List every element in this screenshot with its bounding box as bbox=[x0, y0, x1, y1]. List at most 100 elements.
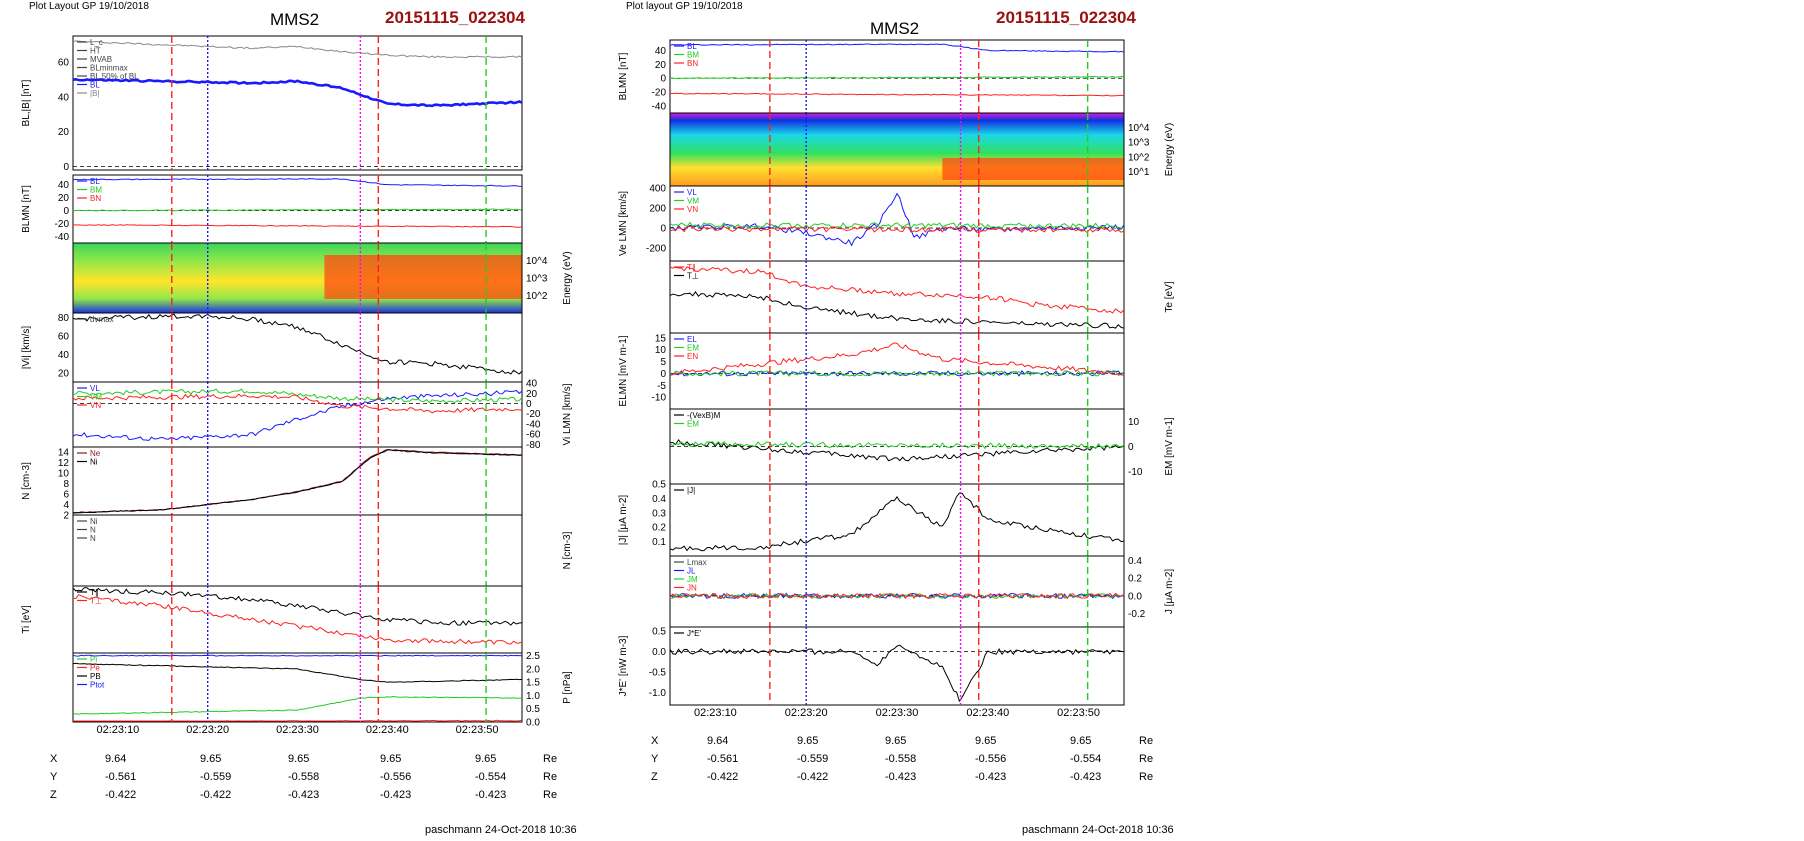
y-tick-label: 40 bbox=[655, 46, 667, 57]
y-tick-label: 15 bbox=[655, 333, 667, 344]
y-tick-label: 10^4 bbox=[526, 256, 548, 267]
y-axis-label: N [cm-3] bbox=[562, 531, 573, 569]
spacecraft-title-left: MMS2 bbox=[270, 10, 320, 29]
panel-em: 10 0 -10 EM [mV m-1] -(VexB)MEM bbox=[669, 408, 1175, 485]
y-tick-label: 0 bbox=[660, 224, 666, 235]
y-tick-label: 40 bbox=[526, 379, 538, 390]
legend-entry: EL bbox=[687, 335, 697, 344]
ephemeris-value: -0.561 bbox=[707, 753, 739, 765]
ephemeris-value: -0.423 bbox=[288, 789, 320, 801]
legend-entry: HT bbox=[90, 47, 101, 56]
legend-entry: VM bbox=[687, 197, 699, 206]
ephemeris-value: 9.65 bbox=[200, 753, 222, 765]
legend-entry: dvmax bbox=[90, 315, 114, 324]
y-tick-label: 10^1 bbox=[1128, 167, 1150, 178]
y-tick-label: 6 bbox=[63, 490, 69, 501]
legend-entry: MVAB bbox=[90, 55, 112, 64]
legend-entry: VN bbox=[90, 401, 101, 410]
legend-entry: PB bbox=[90, 672, 101, 681]
y-tick-label: 2.5 bbox=[526, 651, 540, 662]
legend-entry: JM bbox=[687, 575, 698, 584]
panel-frame bbox=[72, 446, 523, 516]
y-tick-label: 0 bbox=[660, 74, 666, 85]
x-tick-label: 02:23:40 bbox=[966, 707, 1009, 719]
legend-entry: N bbox=[90, 534, 96, 543]
footer-credit-right: paschmann 24-Oct-2018 10:36 bbox=[1022, 824, 1174, 836]
series-line-JN bbox=[669, 592, 1125, 600]
panel-frame bbox=[669, 483, 1125, 557]
ephemeris-value: 9.65 bbox=[885, 735, 907, 747]
series-line-Pi bbox=[72, 695, 523, 715]
panel-jdote: 0.5 0.0 -0.5 -1.0 J*E' [nW m-3] J*E' bbox=[618, 626, 1125, 706]
legend-entry: Lmax bbox=[687, 558, 707, 567]
series-line-BL bbox=[72, 178, 523, 187]
series-line-T∥ bbox=[72, 587, 523, 626]
series-line-|B| bbox=[72, 40, 523, 59]
y-tick-label: -0.5 bbox=[649, 668, 667, 679]
y-tick-label: 0.2 bbox=[652, 523, 666, 534]
ephemeris-unit: Re bbox=[1139, 753, 1154, 765]
y-axis-label: Ve LMN [km/s] bbox=[618, 191, 629, 256]
x-tick-label: 02:23:10 bbox=[96, 724, 139, 736]
legend-entry: |B| bbox=[90, 89, 100, 98]
legend-entry: BN bbox=[687, 59, 698, 68]
ephemeris-value: 9.64 bbox=[707, 735, 729, 747]
y-tick-label: -80 bbox=[526, 440, 541, 451]
y-tick-label: 0.0 bbox=[526, 718, 540, 729]
y-tick-label: -0.2 bbox=[1128, 609, 1146, 620]
x-tick-label: 02:23:30 bbox=[876, 707, 919, 719]
y-tick-label: 10^2 bbox=[1128, 152, 1150, 163]
legend-entry: BL 50% of BL bbox=[90, 72, 139, 81]
y-tick-label: 8 bbox=[63, 479, 69, 490]
y-axis-label: Vi LMN [km/s] bbox=[562, 383, 573, 445]
y-axis-label: BL,|B| [nT] bbox=[21, 79, 32, 126]
y-tick-label: -40 bbox=[652, 102, 667, 113]
y-tick-label: 10 bbox=[655, 345, 667, 356]
series-line-BL bbox=[72, 77, 523, 108]
y-tick-label: 0.3 bbox=[652, 508, 666, 519]
y-tick-label: 10^3 bbox=[1128, 138, 1150, 149]
y-tick-label: -10 bbox=[1128, 467, 1143, 478]
y-tick-label: 10^2 bbox=[526, 291, 548, 302]
series-line-BM bbox=[72, 208, 523, 212]
y-axis-label: P [nPa] bbox=[562, 671, 573, 704]
y-tick-label: 0.0 bbox=[652, 647, 666, 658]
y-axis-label: Ti [eV] bbox=[21, 605, 32, 634]
series-line-Pe bbox=[73, 719, 523, 722]
y-tick-label: 0 bbox=[63, 162, 69, 173]
x-tick-label: 02:23:20 bbox=[785, 707, 828, 719]
y-tick-label: 0.0 bbox=[1128, 591, 1142, 602]
ephemeris-value: 9.65 bbox=[1070, 735, 1092, 747]
legend-entry: J*E' bbox=[687, 629, 701, 638]
y-tick-label: 2.0 bbox=[526, 664, 540, 675]
y-tick-label: 0 bbox=[660, 369, 666, 380]
ephemeris-unit: Re bbox=[543, 753, 558, 765]
panel-vi-mag: 80 60 40 20 |Vi| [km/s] dvmax bbox=[21, 312, 523, 383]
x-tick-label: 02:23:20 bbox=[186, 724, 229, 736]
ephemeris-unit: Re bbox=[1139, 771, 1154, 783]
ephemeris-unit: Re bbox=[1139, 735, 1154, 747]
event-id-right: 20151115_022304 bbox=[996, 8, 1136, 27]
ephemeris-value: -0.561 bbox=[105, 771, 137, 783]
ephemeris-value: 9.64 bbox=[105, 753, 127, 765]
legend-entry: EM bbox=[687, 344, 699, 353]
ephemeris-value: 9.65 bbox=[797, 735, 819, 747]
y-tick-label: 10^4 bbox=[1128, 123, 1150, 134]
y-axis-label: |J| [μA m-2] bbox=[618, 495, 629, 546]
legend-entry: EN bbox=[687, 352, 698, 361]
y-tick-label: 60 bbox=[58, 332, 70, 343]
y-tick-label: -40 bbox=[55, 232, 70, 243]
ephemeris-value: -0.556 bbox=[975, 753, 1007, 765]
y-axis-label: Te [eV] bbox=[1164, 281, 1175, 312]
series-line-T⊥ bbox=[669, 291, 1125, 329]
y-axis-label: J*E' [nW m-3] bbox=[618, 635, 629, 696]
series-line-|J| bbox=[669, 492, 1125, 552]
legend-entry: T∥ bbox=[687, 263, 696, 272]
y-tick-label: 20 bbox=[655, 60, 667, 71]
panel-frame bbox=[669, 260, 1125, 334]
legend-entry: BL bbox=[687, 42, 697, 51]
